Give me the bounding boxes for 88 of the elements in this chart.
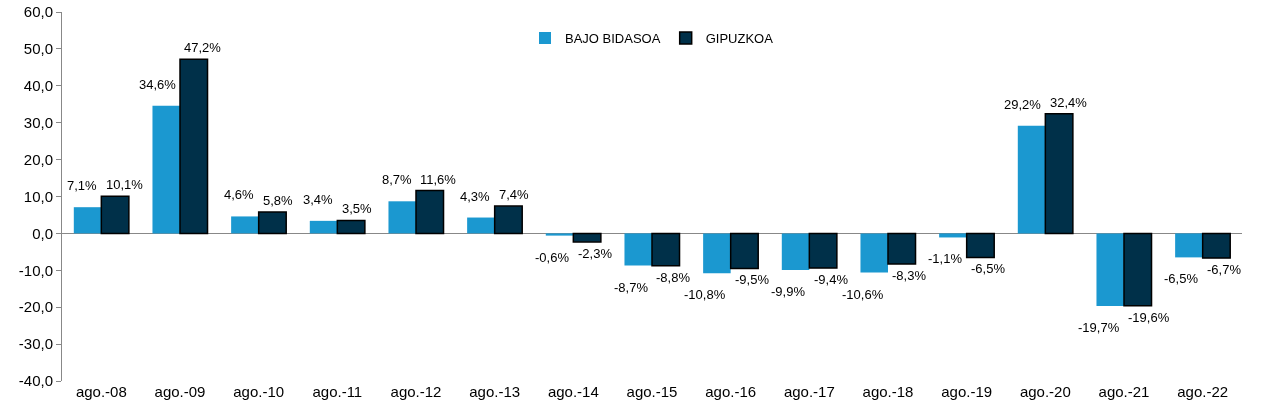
x-tick-label: ago.-15: [626, 383, 678, 400]
bar: [703, 233, 731, 274]
data-label: 7,1%: [67, 178, 98, 193]
data-label: -8,7%: [614, 280, 649, 295]
data-label: -10,6%: [842, 287, 884, 302]
data-label: 32,4%: [1050, 95, 1088, 110]
x-tick-label: ago.-08: [75, 383, 127, 400]
data-label: 7,4%: [499, 187, 530, 202]
data-label: 11,6%: [420, 172, 457, 187]
data-label: -6,5%: [971, 261, 1006, 276]
y-tick-label: -40,0: [18, 372, 53, 390]
bar: [257, 211, 287, 235]
bar: [73, 207, 102, 234]
data-label: 4,6%: [224, 187, 255, 202]
y-tick-label: -10,0: [18, 261, 53, 279]
data-label: 4,3%: [460, 189, 491, 204]
data-label: -9,4%: [814, 272, 849, 287]
x-tick-label: ago.-19: [941, 383, 993, 400]
bar: [808, 232, 838, 269]
bar: [1201, 232, 1231, 259]
y-tick-label: 40,0: [23, 77, 53, 95]
bar: [152, 105, 180, 234]
bar: [1096, 233, 1124, 307]
bar: [545, 233, 574, 236]
x-tick-label: ago.-12: [390, 383, 442, 400]
y-tick-label: 0,0: [32, 224, 53, 242]
bar: [1017, 125, 1046, 234]
data-label: -9,5%: [735, 272, 770, 287]
x-tick-label: ago.-16: [705, 383, 757, 400]
data-label: -19,6%: [1128, 310, 1170, 325]
bar: [781, 233, 810, 270]
y-tick-label: 50,0: [23, 40, 53, 58]
legend-label: BAJO BIDASOA: [565, 31, 661, 47]
legend-label: GIPUZKOA: [705, 31, 774, 47]
x-tick-label: ago.-14: [547, 383, 599, 400]
x-tick-label: ago.-11: [312, 383, 363, 400]
bar: [572, 232, 602, 243]
bar: [624, 233, 652, 266]
bar: [100, 195, 130, 235]
x-tick-label: ago.-13: [469, 383, 521, 400]
x-tick-label: ago.-17: [783, 383, 835, 400]
data-label: -1,1%: [928, 251, 963, 266]
bar: [336, 219, 366, 235]
bar: [467, 217, 495, 234]
data-label: 34,6%: [139, 77, 177, 92]
bar: [1044, 113, 1074, 235]
data-label: -8,3%: [892, 268, 927, 283]
bar: [415, 189, 445, 235]
data-label: 3,5%: [342, 201, 373, 216]
bar: [939, 233, 967, 238]
bar: [651, 232, 681, 267]
bar: [388, 201, 416, 234]
data-label: -0,6%: [535, 250, 570, 265]
y-tick-label: 60,0: [23, 3, 53, 21]
data-label: 8,7%: [382, 172, 413, 187]
x-tick-label: ago.-21: [1098, 383, 1150, 400]
y-tick-label: 30,0: [23, 113, 53, 131]
data-label: -6,7%: [1207, 262, 1242, 277]
bar: [231, 216, 259, 234]
bar: [860, 233, 888, 273]
y-tick-label: 10,0: [23, 187, 53, 205]
bar: [493, 205, 523, 235]
data-label: 10,1%: [106, 177, 144, 192]
data-label: -9,9%: [771, 284, 806, 299]
data-label: 5,8%: [263, 193, 294, 208]
bar: [729, 232, 759, 270]
x-tick-label: ago.-20: [1019, 383, 1071, 400]
bar: [1175, 233, 1203, 258]
x-tick-label: ago.-10: [233, 383, 285, 400]
data-label: 3,4%: [303, 192, 334, 207]
bar: [309, 220, 338, 234]
data-label: -2,3%: [578, 246, 613, 261]
x-tick-label: ago.-22: [1177, 383, 1229, 400]
y-tick-label: 20,0: [23, 150, 53, 168]
data-label: -8,8%: [656, 270, 691, 285]
y-tick-label: -20,0: [18, 298, 53, 316]
data-label: -19,7%: [1078, 320, 1120, 335]
data-label: -10,8%: [684, 287, 726, 302]
bar: [965, 232, 995, 259]
y-tick-label: -30,0: [18, 335, 53, 353]
data-label: -6,5%: [1164, 271, 1199, 286]
x-tick-label: ago.-09: [154, 383, 206, 400]
bar: [887, 232, 917, 265]
x-tick-label: ago.-18: [862, 383, 914, 400]
bar: [179, 58, 209, 235]
bar: [1123, 232, 1153, 307]
data-label: 47,2%: [184, 40, 222, 55]
data-label: 29,2%: [1004, 97, 1042, 112]
